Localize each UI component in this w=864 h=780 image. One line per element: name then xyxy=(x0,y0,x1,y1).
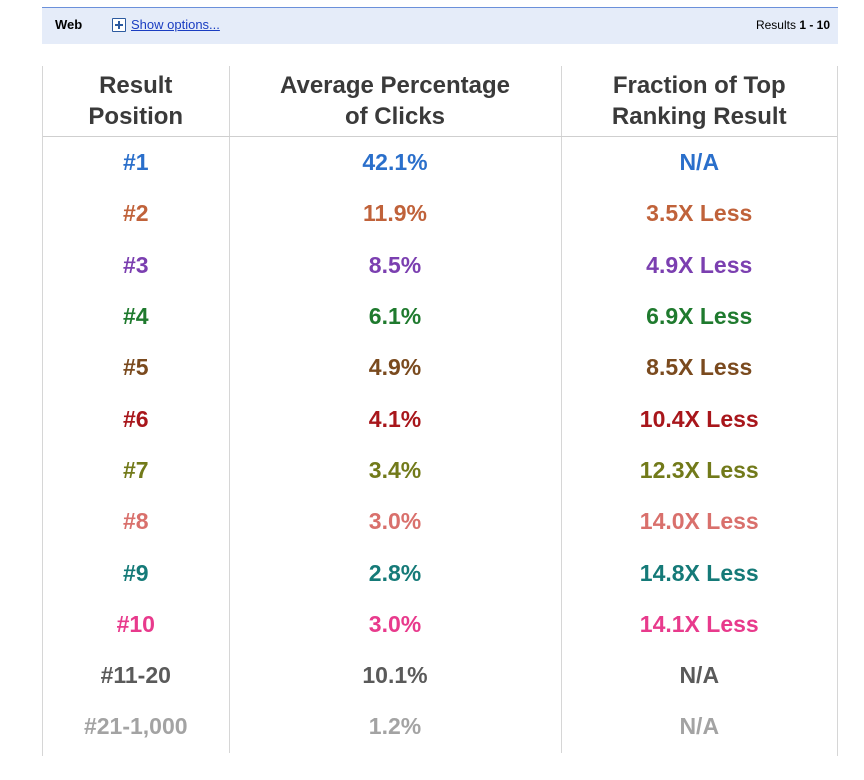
table-row: #8 3.0% 14.0X Less xyxy=(43,496,837,548)
table-row: #10 3.0% 14.1X Less xyxy=(43,598,837,650)
ctr-table-container: Result Position Average Percentage of Cl… xyxy=(42,66,838,756)
table-row: #5 4.9% 8.5X Less xyxy=(43,342,837,394)
table-row: #21-1,000 1.2% N/A xyxy=(43,701,837,753)
cell-position: #6 xyxy=(122,405,149,432)
cell-clicks: 3.0% xyxy=(228,598,561,650)
table-row: #7 3.4% 12.3X Less xyxy=(43,444,837,497)
header-result-position: Result Position xyxy=(43,66,229,137)
cell-position: #1 xyxy=(122,149,149,176)
cell-clicks: 4.1% xyxy=(228,393,561,445)
table-row: #2 11.9% 3.5X Less xyxy=(43,188,837,240)
cell-clicks: 1.2% xyxy=(228,701,561,753)
cell-clicks: 6.1% xyxy=(228,290,561,343)
cell-fraction: 8.5X Less xyxy=(560,342,837,394)
cell-fraction: 3.5X Less xyxy=(560,188,837,240)
table-row: #3 8.5% 4.9X Less xyxy=(43,239,837,291)
cell-position: #8 xyxy=(122,508,149,535)
cell-position: #11-20 xyxy=(100,662,171,689)
cell-position: #3 xyxy=(122,251,149,278)
cell-clicks: 42.1% xyxy=(228,136,561,189)
cell-fraction: 10.4X Less xyxy=(560,393,837,445)
cell-clicks: 2.8% xyxy=(228,547,561,599)
cell-position: #9 xyxy=(122,559,149,586)
results-range: 1 - 10 xyxy=(799,18,830,32)
header-fraction-top: Fraction of Top Ranking Result xyxy=(560,66,837,137)
show-options-link[interactable]: Show options... xyxy=(131,17,220,32)
cell-fraction: 14.1X Less xyxy=(560,598,837,650)
table-row: #11-20 10.1% N/A xyxy=(43,649,837,702)
cell-fraction: 4.9X Less xyxy=(560,239,837,291)
results-prefix: Results xyxy=(755,18,796,32)
cell-fraction: 14.0X Less xyxy=(560,496,837,548)
table-header-row: Result Position Average Percentage of Cl… xyxy=(43,66,837,137)
cell-fraction: N/A xyxy=(560,701,837,753)
cell-position: #5 xyxy=(122,354,149,381)
table-row: #1 42.1% N/A xyxy=(43,136,837,189)
cell-position: #7 xyxy=(122,456,149,483)
cell-position: #21-1,000 xyxy=(83,713,188,740)
cell-position: #4 xyxy=(122,303,149,330)
cell-clicks: 4.9% xyxy=(228,342,561,394)
cell-clicks: 8.5% xyxy=(228,239,561,291)
results-count: Results 1 - 10 xyxy=(756,18,830,32)
cell-fraction: N/A xyxy=(560,649,837,702)
header-average-clicks: Average Percentage of Clicks xyxy=(228,66,561,137)
cell-position: #2 xyxy=(122,200,149,227)
cell-position: #10 xyxy=(116,610,155,637)
ctr-table: Result Position Average Percentage of Cl… xyxy=(43,66,837,753)
plus-icon[interactable] xyxy=(112,18,126,32)
table-body: #1 42.1% N/A #2 11.9% 3.5X Less #3 8.5% 4.9X Les… xyxy=(43,136,837,753)
cell-fraction: N/A xyxy=(560,136,837,189)
cell-clicks: 11.9% xyxy=(228,188,561,240)
cell-fraction: 6.9X Less xyxy=(560,290,837,343)
web-label: Web xyxy=(55,17,83,32)
cell-clicks: 3.4% xyxy=(228,444,561,497)
table-row: #6 4.1% 10.4X Less xyxy=(43,393,837,445)
cell-clicks: 10.1% xyxy=(228,649,561,702)
table-row: #4 6.1% 6.9X Less xyxy=(43,290,837,343)
cell-fraction: 12.3X Less xyxy=(560,444,837,497)
results-bar: Web Show options... Results 1 - 10 xyxy=(42,7,838,44)
cell-clicks: 3.0% xyxy=(228,496,561,548)
table-row: #9 2.8% 14.8X Less xyxy=(43,547,837,599)
cell-fraction: 14.8X Less xyxy=(560,547,837,599)
